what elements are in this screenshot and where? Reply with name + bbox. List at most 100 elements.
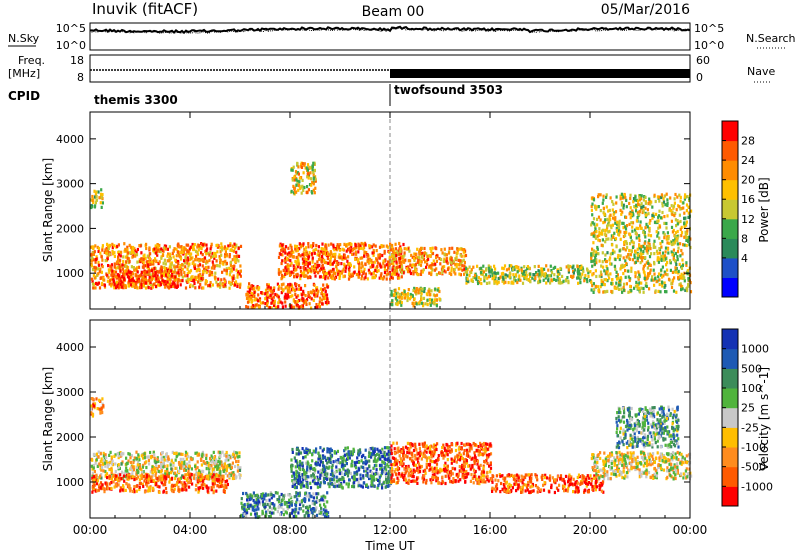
velocity-echo-cell xyxy=(187,466,190,470)
power-echo-cell xyxy=(592,217,596,221)
power-echo-cell xyxy=(673,197,676,201)
power-echo-cell xyxy=(357,260,360,264)
power-echo-cell xyxy=(100,188,103,192)
power-echo-cell xyxy=(135,250,138,254)
velocity-echo-cell xyxy=(175,451,178,455)
velocity-echo-cell xyxy=(163,464,166,468)
power-echo-cell xyxy=(434,294,437,298)
power-echo-cell xyxy=(308,275,311,279)
power-echo-cell xyxy=(229,243,232,248)
power-echo-cell xyxy=(646,251,649,255)
power-echo-cell xyxy=(421,287,424,291)
power-echo-cell xyxy=(685,236,688,240)
power-echo-cell xyxy=(414,268,417,272)
power-echo-cell xyxy=(490,268,493,272)
power-echo-cell xyxy=(93,189,96,193)
power-echo-cell xyxy=(514,273,518,277)
power-echo-cell xyxy=(634,195,637,199)
velocity-echo-cell xyxy=(265,499,268,503)
power-echo-cell xyxy=(642,286,645,291)
power-echo-cell xyxy=(535,271,538,275)
velocity-echo-cell xyxy=(210,460,213,464)
power-echo-cell xyxy=(402,255,405,259)
power-echo-cell xyxy=(661,281,664,285)
power-echo-cell xyxy=(343,253,346,257)
power-echo-cell xyxy=(358,267,361,271)
power-echo-cell xyxy=(101,244,104,248)
power-echo-cell xyxy=(632,197,636,201)
power-echo-cell xyxy=(116,244,119,248)
power-y-label: Slant Range [km] xyxy=(41,158,55,262)
power-echo-cell xyxy=(196,251,199,255)
power-echo-cell xyxy=(90,277,94,281)
velocity-echo-cell xyxy=(225,479,229,483)
power-echo-cell xyxy=(472,265,475,269)
power-echo-cell xyxy=(611,208,614,212)
power-echo-cell xyxy=(337,262,340,266)
power-echo-cell xyxy=(408,267,411,271)
velocity-echo-cell xyxy=(303,499,307,504)
power-echo-cell xyxy=(361,264,364,268)
power-echo-cell xyxy=(666,198,669,202)
velocity-echo-cell xyxy=(216,484,219,488)
power-echo-cell xyxy=(304,266,307,271)
velocity-echo-cell xyxy=(308,498,311,502)
velocity-echo-cell xyxy=(183,460,186,464)
power-echo-cell xyxy=(113,254,116,258)
power-echo-cell xyxy=(138,258,141,262)
power-echo-cell xyxy=(219,250,222,254)
power-echo-cell xyxy=(279,270,282,274)
power-echo-cell xyxy=(214,271,217,275)
velocity-echo-cell xyxy=(282,508,285,512)
velocity-echo-cell xyxy=(326,500,329,504)
power-echo-cell xyxy=(165,282,168,286)
power-echo-cell xyxy=(463,260,466,265)
power-echo-cell xyxy=(504,276,507,280)
velocity-echo-cell xyxy=(258,515,261,519)
power-echo-cell xyxy=(168,265,171,269)
power-echo-cell xyxy=(672,239,675,243)
velocity-echo-cell xyxy=(146,475,149,479)
power-echo-cell xyxy=(660,245,663,249)
power-echo-cell xyxy=(111,249,114,254)
power-echo-cell xyxy=(175,254,178,258)
power-echo-cell xyxy=(222,284,225,289)
power-echo-cell xyxy=(292,184,295,188)
power-echo-cell xyxy=(96,282,99,286)
power-echo-cell xyxy=(91,194,94,199)
power-echo-cell xyxy=(276,294,279,298)
velocity-echo-cell xyxy=(268,502,271,506)
power-echo-cell xyxy=(316,291,319,295)
velocity-echo-cell xyxy=(110,455,113,459)
velocity-echo-cell xyxy=(158,475,161,479)
power-echo-cell xyxy=(483,275,486,279)
power-echo-cell xyxy=(407,288,410,292)
power-echo-cell xyxy=(398,265,401,269)
noise-sky-trace xyxy=(90,25,691,35)
power-echo-cell xyxy=(186,272,189,276)
velocity-echo-cell xyxy=(96,479,99,483)
power-echo-cell xyxy=(176,281,179,285)
power-echo-cell xyxy=(383,259,386,263)
power-echo-cell xyxy=(621,263,624,267)
power-echo-cell xyxy=(171,269,174,273)
velocity-echo-cell xyxy=(156,484,159,488)
power-echo-cell xyxy=(313,169,316,173)
power-echo-cell xyxy=(157,245,160,249)
velocity-echo-cell xyxy=(97,450,100,454)
velocity-echo-cell xyxy=(234,473,237,478)
power-echo-cell xyxy=(631,258,634,262)
velocity-echo-cell xyxy=(305,494,308,498)
power-echo-cell xyxy=(422,253,426,257)
velocity-echo-cell xyxy=(104,481,107,485)
velocity-echo-cell xyxy=(110,486,113,491)
power-echo-cell xyxy=(283,295,286,299)
power-echo-cell xyxy=(224,247,227,252)
power-echo-cell xyxy=(643,241,646,245)
velocity-echo-cell xyxy=(115,477,118,481)
power-echo-cell xyxy=(412,270,415,274)
power-echo-cell xyxy=(247,285,250,289)
velocity-echo-cell xyxy=(90,464,93,468)
velocity-echo-cell xyxy=(101,462,104,466)
